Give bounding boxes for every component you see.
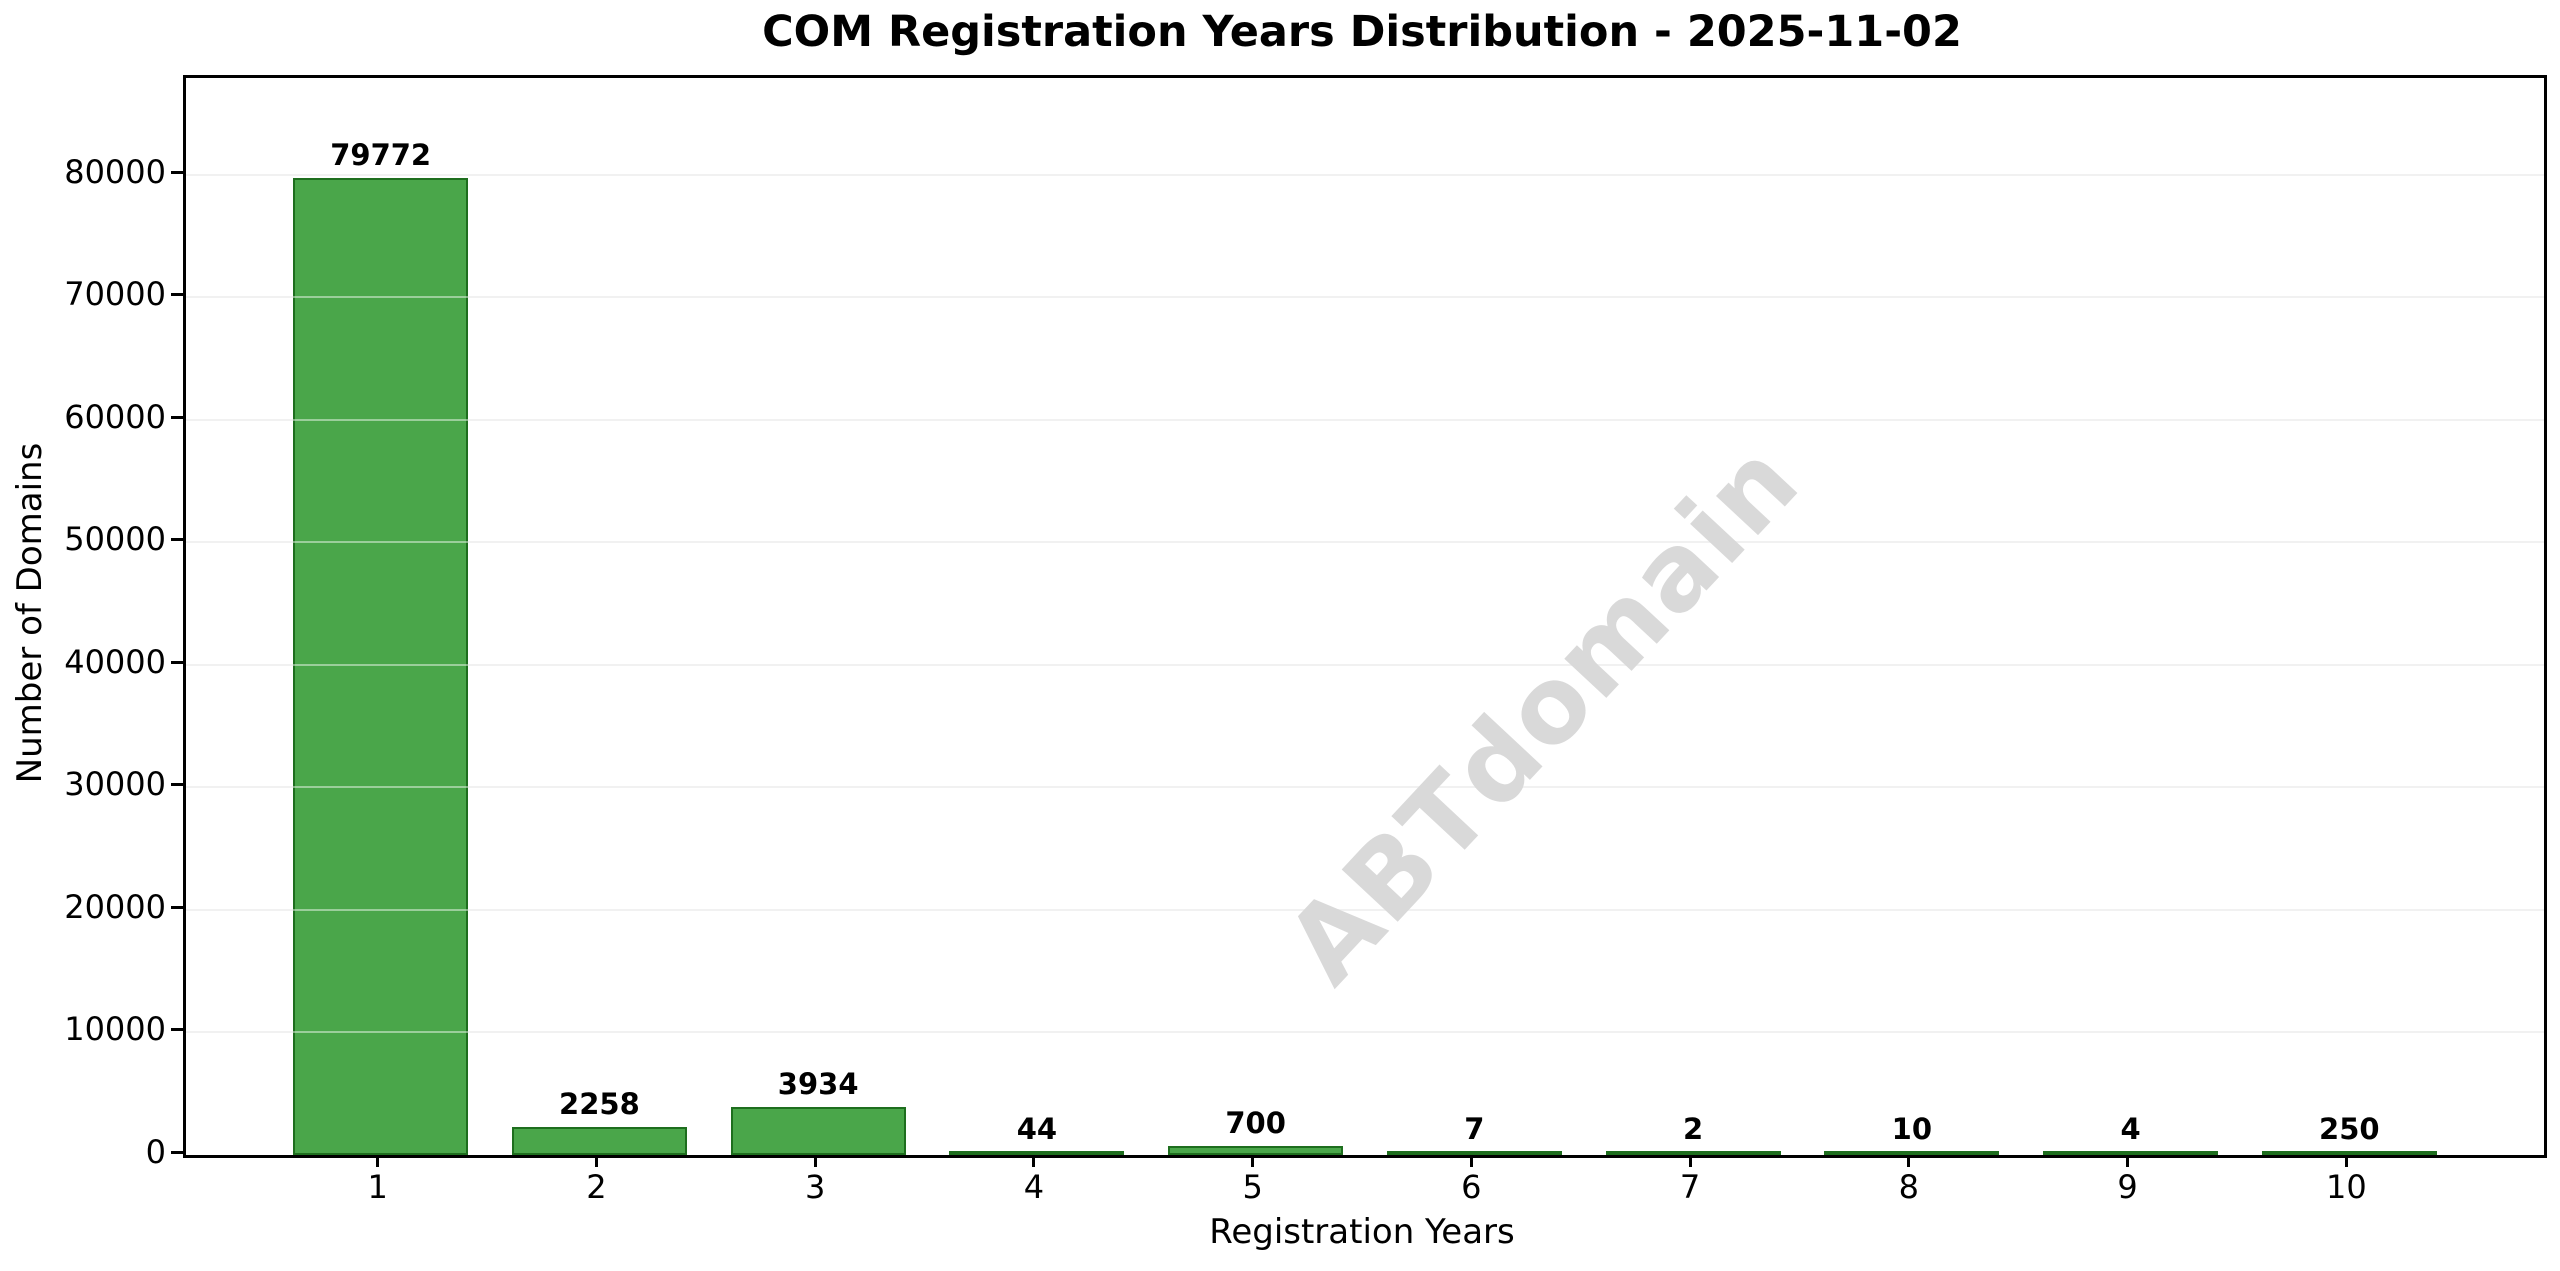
x-tick-label-7: 7 — [1679, 1168, 1701, 1206]
bar-year-1 — [293, 178, 468, 1155]
y-tick-mark-60000 — [171, 415, 183, 419]
bar-year-10 — [2262, 1151, 2437, 1155]
y-tick-mark-50000 — [171, 538, 183, 542]
y-tick-mark-10000 — [171, 1028, 183, 1032]
gridline-overlay-y-10000 — [186, 1031, 2544, 1034]
x-tick-mark-6 — [1469, 1155, 1473, 1167]
bar-value-label-9: 4 — [2120, 1112, 2141, 1146]
bar-year-3 — [731, 1107, 906, 1155]
watermark-text: ABTdomain — [1263, 419, 1823, 1007]
x-tick-label-4: 4 — [1023, 1168, 1045, 1206]
gridline-overlay-y-50000 — [186, 541, 2544, 544]
y-tick-label-80000: 80000 — [64, 152, 166, 191]
y-tick-label-10000: 10000 — [64, 1010, 166, 1049]
x-tick-mark-9 — [2126, 1155, 2130, 1167]
gridline-overlay-y-20000 — [186, 908, 2544, 911]
x-tick-mark-4 — [1032, 1155, 1036, 1167]
y-tick-label-40000: 40000 — [64, 642, 166, 681]
y-tick-label-30000: 30000 — [64, 765, 166, 804]
bar-year-2 — [512, 1127, 687, 1155]
x-tick-label-6: 6 — [1461, 1168, 1482, 1206]
y-tick-mark-20000 — [171, 905, 183, 909]
gridline-y-10000 — [186, 1031, 2544, 1034]
x-tick-mark-7 — [1688, 1155, 1692, 1167]
bar-value-label-8: 10 — [1891, 1112, 1933, 1146]
x-tick-mark-3 — [813, 1155, 817, 1167]
bar-value-label-1: 79772 — [330, 138, 432, 172]
bar-value-label-7: 2 — [1683, 1112, 1704, 1146]
bar-year-9 — [2043, 1151, 2218, 1155]
y-tick-label-60000: 60000 — [64, 397, 166, 436]
x-tick-mark-8 — [1907, 1155, 1911, 1167]
gridline-y-80000 — [186, 173, 2544, 176]
x-tick-label-3: 3 — [804, 1168, 826, 1206]
y-tick-mark-30000 — [171, 783, 183, 787]
x-tick-label-10: 10 — [2325, 1168, 2367, 1206]
x-tick-label-2: 2 — [586, 1168, 607, 1206]
bar-value-label-5: 700 — [1225, 1106, 1286, 1140]
gridline-y-70000 — [186, 296, 2544, 299]
x-tick-mark-2 — [594, 1155, 598, 1167]
gridline-y-60000 — [186, 418, 2544, 421]
x-tick-label-9: 9 — [2117, 1168, 2138, 1206]
gridline-y-50000 — [186, 541, 2544, 544]
bar-value-label-10: 250 — [2319, 1112, 2380, 1146]
gridline-overlay-y-30000 — [186, 786, 2544, 789]
bar-year-6 — [1387, 1151, 1562, 1155]
y-axis-label: Number of Domains — [10, 442, 50, 784]
x-tick-label-8: 8 — [1898, 1168, 1920, 1206]
x-tick-mark-1 — [376, 1155, 380, 1167]
gridline-y-20000 — [186, 908, 2544, 911]
bar-year-4 — [949, 1151, 1124, 1155]
chart-title: COM Registration Years Distribution - 20… — [762, 7, 1962, 57]
y-tick-label-20000: 20000 — [64, 887, 166, 926]
x-axis-label: Registration Years — [1209, 1212, 1515, 1252]
bar-value-label-6: 7 — [1464, 1112, 1485, 1146]
x-tick-mark-10 — [2344, 1155, 2348, 1167]
x-tick-label-5: 5 — [1242, 1168, 1263, 1206]
plot-area: 79772 2258 3934 44 700 7 2 10 4 250 ABTdomain — [183, 75, 2547, 1158]
y-tick-label-70000: 70000 — [64, 275, 166, 314]
gridline-overlay-y-80000 — [186, 173, 2544, 176]
bar-year-8 — [1824, 1151, 1999, 1155]
gridline-overlay-y-60000 — [186, 418, 2544, 421]
bar-year-5 — [1168, 1146, 1343, 1155]
x-tick-mark-5 — [1251, 1155, 1255, 1167]
y-tick-mark-40000 — [171, 660, 183, 664]
gridline-overlay-y-70000 — [186, 296, 2544, 299]
y-tick-mark-80000 — [171, 170, 183, 174]
gridline-y-30000 — [186, 786, 2544, 789]
gridline-y-40000 — [186, 663, 2544, 666]
bar-value-label-3: 3934 — [777, 1067, 859, 1101]
gridline-overlay-y-40000 — [186, 663, 2544, 666]
x-tick-label-1: 1 — [367, 1168, 388, 1206]
bar-value-label-4: 44 — [1016, 1112, 1058, 1146]
bar-value-label-2: 2258 — [559, 1087, 640, 1121]
y-tick-mark-0 — [171, 1151, 183, 1154]
y-tick-mark-70000 — [171, 293, 183, 297]
y-tick-label-0: 0 — [145, 1133, 166, 1171]
y-tick-label-50000: 50000 — [64, 520, 166, 559]
bar-year-7 — [1606, 1151, 1781, 1155]
